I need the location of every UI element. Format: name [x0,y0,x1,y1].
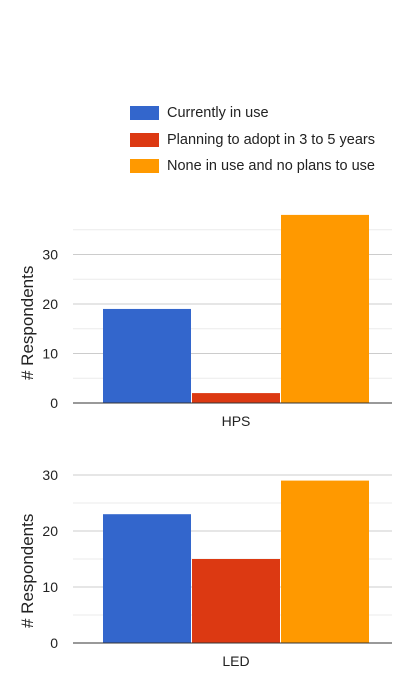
y-tick-label: 30 [42,467,58,483]
bar [281,480,369,643]
legend-label: None in use and no plans to use [167,158,375,175]
y-tick-label: 0 [50,395,58,411]
y-tick-label: 10 [42,346,58,362]
x-tick-label: HPS [222,413,251,429]
legend-item: Currently in use [130,100,375,127]
legend-label: Currently in use [167,105,269,122]
bar [281,214,369,403]
legend-swatch [130,106,159,121]
legend-swatch [130,132,159,147]
chart-led: 0 10 20 30 LED [42,467,392,669]
y-tick-label: 30 [42,247,58,263]
y-tick-label: 0 [50,635,58,651]
legend-item: Planning to adopt in 3 to 5 years [130,127,375,154]
legend: Currently in use Planning to adopt in 3 … [130,100,375,180]
bar [103,308,191,403]
chart-hps: 0 10 20 30 HPS [42,214,392,429]
legend-label: Planning to adopt in 3 to 5 years [167,131,375,148]
legend-item: None in use and no plans to use [130,153,375,180]
bar [192,559,280,643]
bar [192,393,280,403]
y-tick-label: 10 [42,579,58,595]
y-tick-label: 20 [42,523,58,539]
bar [103,514,191,643]
y-tick-label: 20 [42,296,58,312]
legend-swatch [130,159,159,174]
x-tick-label: LED [222,653,249,669]
